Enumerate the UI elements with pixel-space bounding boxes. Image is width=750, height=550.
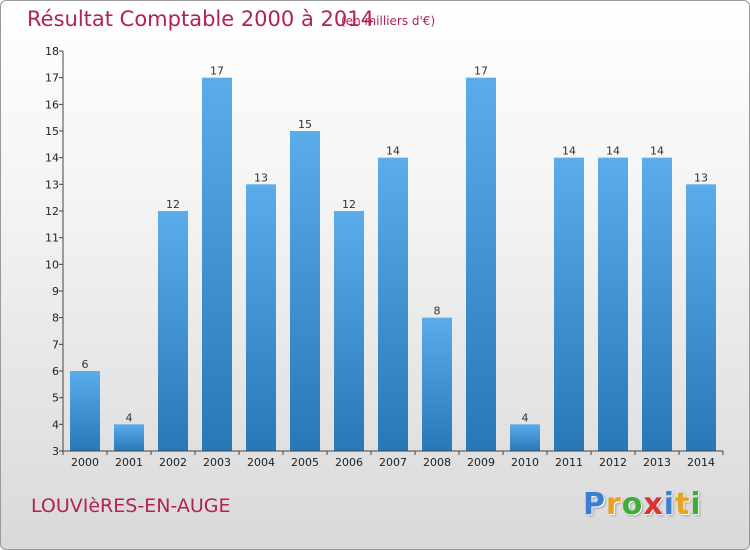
data-label-2014: 13 xyxy=(694,171,708,184)
bar-2006 xyxy=(334,211,364,451)
y-tick-label: 10 xyxy=(45,258,59,271)
y-tick-label: 14 xyxy=(45,152,59,165)
data-label-2012: 14 xyxy=(606,145,620,158)
bar-2004 xyxy=(246,184,276,452)
x-tick-label-2010: 2010 xyxy=(511,456,539,469)
y-tick-label: 18 xyxy=(45,45,59,58)
x-axis: 2000 2001 2002 2003 2004 2005 2006 2007 2008 2009… xyxy=(62,450,724,469)
bar-2000 xyxy=(70,371,100,451)
logo-letter: o xyxy=(621,487,644,522)
y-tick-label: 11 xyxy=(45,232,59,245)
y-tick-label: 13 xyxy=(45,178,59,191)
y-tick-label: 17 xyxy=(45,72,59,85)
x-tick-label-2012: 2012 xyxy=(599,456,627,469)
bar-2013 xyxy=(642,157,672,451)
data-label-2013: 14 xyxy=(650,145,664,158)
data-label-2004: 13 xyxy=(254,171,268,184)
y-tick-label: 6 xyxy=(52,365,59,378)
x-tick-label-2013: 2013 xyxy=(643,456,671,469)
y-tick-label: 7 xyxy=(52,338,59,351)
logo-letter: i xyxy=(663,487,676,522)
data-label-2007: 14 xyxy=(386,145,400,158)
y-tick-label: 16 xyxy=(45,98,59,111)
x-tick-label-2002: 2002 xyxy=(159,456,187,469)
bar-2007 xyxy=(378,157,408,451)
bar-2005 xyxy=(290,131,320,451)
data-label-2006: 12 xyxy=(342,198,356,211)
data-label-2005: 15 xyxy=(298,118,312,131)
bar-2001 xyxy=(114,424,144,451)
y-tick-label: 15 xyxy=(45,125,59,138)
data-label-2003: 17 xyxy=(210,65,224,78)
x-tick-label-2008: 2008 xyxy=(423,456,451,469)
y-tick-label: 8 xyxy=(52,312,59,325)
y-tick-label: 4 xyxy=(52,418,59,431)
y-axis: 3 4 5 6 7 8 9 10 11 12 13 14 15 16 17 18 xyxy=(45,45,64,458)
data-label-2002: 12 xyxy=(166,198,180,211)
x-tick-label-2005: 2005 xyxy=(291,456,319,469)
logo-letter: x xyxy=(643,487,664,522)
x-tick-label-2000: 2000 xyxy=(71,456,99,469)
bar-2002 xyxy=(158,211,188,451)
chart-title: Résultat Comptable 2000 à 2014 xyxy=(27,7,374,31)
bars: 6 4 12 17 13 15 12 14 8 17 4 14 14 14 13 xyxy=(70,65,716,452)
x-tick-label-2003: 2003 xyxy=(203,456,231,469)
proxiti-logo: Proxiti xyxy=(583,487,702,522)
y-tick-label: 9 xyxy=(52,285,59,298)
x-tick-label-2014: 2014 xyxy=(687,456,715,469)
y-tick-label: 5 xyxy=(52,392,59,405)
y-tick-label: 3 xyxy=(52,445,59,458)
chart-subtitle: (en milliers d'€) xyxy=(341,14,436,28)
logo-letter: i xyxy=(690,487,702,522)
data-label-2011: 14 xyxy=(562,145,576,158)
data-label-2009: 17 xyxy=(474,65,488,78)
bar-2003 xyxy=(202,77,232,452)
x-tick-label-2007: 2007 xyxy=(379,456,407,469)
x-tick-label-2011: 2011 xyxy=(555,456,583,469)
y-tick-label: 12 xyxy=(45,205,59,218)
bar-2010 xyxy=(510,424,540,451)
bar-2008 xyxy=(422,317,452,451)
x-tick-label-2001: 2001 xyxy=(115,456,143,469)
bar-2011 xyxy=(554,157,584,451)
data-label-2000: 6 xyxy=(82,358,89,371)
commune-name: LOUVIèRES-EN-AUGE xyxy=(31,495,231,517)
data-label-2010: 4 xyxy=(522,411,529,424)
x-tick-label-2004: 2004 xyxy=(247,456,275,469)
data-label-2008: 8 xyxy=(434,305,441,318)
x-tick-label-2006: 2006 xyxy=(335,456,363,469)
logo-letter: P xyxy=(583,487,606,522)
bar-2014 xyxy=(686,184,716,452)
logo-letter: r xyxy=(606,487,622,522)
data-label-2001: 4 xyxy=(126,411,133,424)
logo-letter: t xyxy=(675,487,691,522)
bar-2012 xyxy=(598,157,628,451)
x-tick-label-2009: 2009 xyxy=(467,456,495,469)
bar-2009 xyxy=(466,77,496,452)
